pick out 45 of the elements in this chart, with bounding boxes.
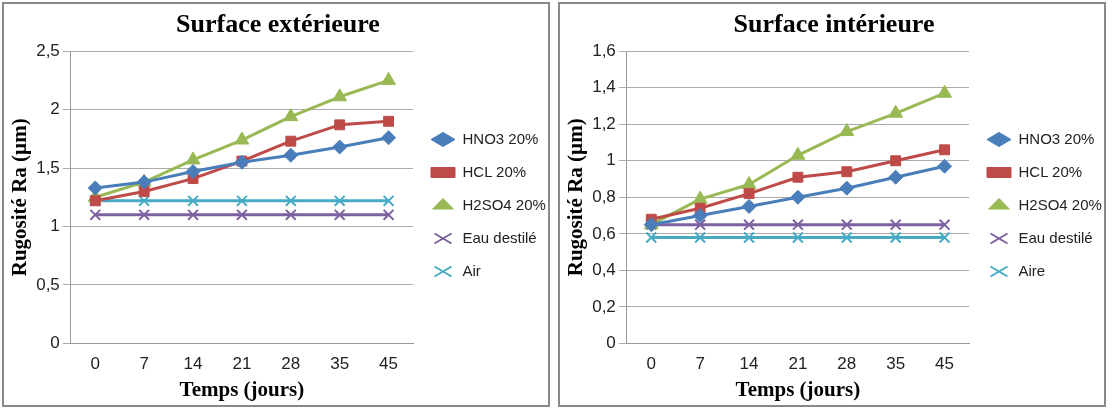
chart-title: Surface extérieure xyxy=(176,9,380,39)
x-tick-label: 21 xyxy=(788,354,808,374)
x-axis-title: Temps (jours) xyxy=(179,376,305,401)
y-tick-label: 1,2 xyxy=(592,113,616,133)
y-tick-label: 0,5 xyxy=(36,274,60,294)
y-tick-label: 0,6 xyxy=(592,223,616,243)
legend-label: H2SO4 20% xyxy=(462,195,546,213)
chart-title: Surface intérieure xyxy=(733,9,935,39)
x-tick-label: 7 xyxy=(139,354,149,374)
y-tick-label: 2 xyxy=(50,99,60,119)
legend-label: HCL 20% xyxy=(462,162,527,180)
x-tick-label: 7 xyxy=(695,354,705,374)
y-axis-title: Rugosité Ra (µm) xyxy=(563,118,588,277)
x-tick-label: 14 xyxy=(739,354,759,374)
y-tick-label: 2,5 xyxy=(36,40,60,60)
y-axis-title: Rugosité Ra (µm) xyxy=(7,118,32,277)
x-tick-label: 28 xyxy=(837,354,857,374)
x-tick-label: 35 xyxy=(330,354,350,374)
legend-label: HNO3 20% xyxy=(462,129,539,147)
x-tick-label: 14 xyxy=(183,354,203,374)
legend-label: Air xyxy=(462,261,481,279)
y-tick-label: 1 xyxy=(606,150,616,170)
legend-label: HNO3 20% xyxy=(1018,129,1095,147)
y-tick-label: 0,2 xyxy=(592,296,616,316)
y-tick-label: 1,6 xyxy=(592,40,616,60)
x-axis-title: Temps (jours) xyxy=(735,376,861,401)
y-tick-label: 1 xyxy=(50,216,60,236)
y-tick-label: 1,5 xyxy=(36,157,60,177)
legend-label: H2SO4 20% xyxy=(1018,195,1102,213)
x-tick-label: 0 xyxy=(90,354,101,374)
x-tick-label: 0 xyxy=(646,354,657,374)
y-tick-label: 0 xyxy=(606,333,616,353)
x-tick-label: 45 xyxy=(935,354,955,374)
legend-label: HCL 20% xyxy=(1018,162,1083,180)
legend-label: Eau destilé xyxy=(1018,228,1093,246)
y-tick-label: 0 xyxy=(50,333,60,353)
x-tick-label: 28 xyxy=(281,354,301,374)
y-tick-label: 0,4 xyxy=(592,260,616,280)
x-tick-label: 45 xyxy=(379,354,399,374)
x-tick-label: 35 xyxy=(886,354,906,374)
legend-label: Eau destilé xyxy=(462,228,537,246)
x-tick-label: 21 xyxy=(232,354,252,374)
y-tick-label: 1,4 xyxy=(592,77,616,97)
legend-label: Aire xyxy=(1018,261,1046,279)
y-tick-label: 0,8 xyxy=(592,186,616,206)
